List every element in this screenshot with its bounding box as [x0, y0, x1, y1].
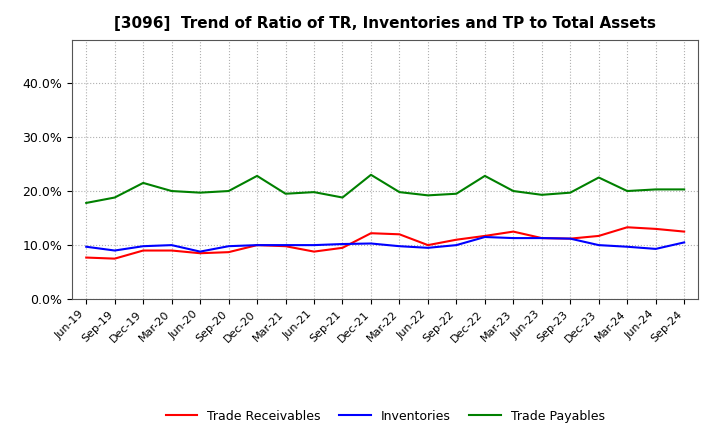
Inventories: [110, 248, 119, 253]
Inventories: [623, 244, 631, 249]
Inventories: [338, 242, 347, 247]
Trade Payables: [225, 188, 233, 194]
Trade Receivables: [253, 242, 261, 248]
Title: [3096]  Trend of Ratio of TR, Inventories and TP to Total Assets: [3096] Trend of Ratio of TR, Inventories…: [114, 16, 656, 32]
Trade Receivables: [509, 229, 518, 234]
Trade Payables: [338, 195, 347, 200]
Inventories: [566, 236, 575, 241]
Inventories: [225, 244, 233, 249]
Line: Trade Receivables: Trade Receivables: [86, 227, 684, 259]
Trade Payables: [167, 188, 176, 194]
Inventories: [253, 242, 261, 248]
Trade Payables: [196, 190, 204, 195]
Trade Payables: [110, 195, 119, 200]
Trade Receivables: [196, 251, 204, 256]
Trade Payables: [282, 191, 290, 196]
Trade Payables: [253, 173, 261, 179]
Line: Trade Payables: Trade Payables: [86, 175, 684, 203]
Trade Receivables: [452, 237, 461, 242]
Inventories: [366, 241, 375, 246]
Trade Receivables: [310, 249, 318, 254]
Trade Payables: [366, 172, 375, 177]
Trade Payables: [652, 187, 660, 192]
Inventories: [652, 246, 660, 252]
Legend: Trade Receivables, Inventories, Trade Payables: Trade Receivables, Inventories, Trade Pa…: [161, 405, 610, 428]
Inventories: [423, 245, 432, 250]
Trade Payables: [566, 190, 575, 195]
Trade Receivables: [82, 255, 91, 260]
Trade Receivables: [537, 235, 546, 241]
Trade Receivables: [395, 231, 404, 237]
Trade Payables: [509, 188, 518, 194]
Inventories: [537, 235, 546, 241]
Trade Payables: [423, 193, 432, 198]
Trade Payables: [82, 200, 91, 205]
Inventories: [480, 235, 489, 240]
Line: Inventories: Inventories: [86, 237, 684, 252]
Inventories: [509, 235, 518, 241]
Trade Receivables: [623, 225, 631, 230]
Trade Receivables: [225, 249, 233, 255]
Trade Payables: [680, 187, 688, 192]
Inventories: [82, 244, 91, 249]
Inventories: [282, 242, 290, 248]
Trade Receivables: [139, 248, 148, 253]
Trade Payables: [623, 188, 631, 194]
Trade Receivables: [566, 236, 575, 241]
Trade Payables: [452, 191, 461, 196]
Trade Receivables: [366, 231, 375, 236]
Trade Receivables: [423, 242, 432, 248]
Trade Payables: [139, 180, 148, 186]
Inventories: [395, 244, 404, 249]
Inventories: [680, 240, 688, 245]
Trade Receivables: [595, 233, 603, 238]
Inventories: [310, 242, 318, 248]
Inventories: [167, 242, 176, 248]
Inventories: [452, 242, 461, 248]
Trade Receivables: [167, 248, 176, 253]
Trade Receivables: [110, 256, 119, 261]
Trade Receivables: [282, 244, 290, 249]
Trade Payables: [480, 173, 489, 179]
Trade Receivables: [652, 226, 660, 231]
Inventories: [196, 249, 204, 254]
Inventories: [595, 242, 603, 248]
Trade Payables: [537, 192, 546, 198]
Trade Receivables: [338, 245, 347, 250]
Trade Payables: [595, 175, 603, 180]
Trade Payables: [395, 190, 404, 195]
Trade Receivables: [680, 229, 688, 234]
Inventories: [139, 244, 148, 249]
Trade Payables: [310, 190, 318, 195]
Trade Receivables: [480, 233, 489, 238]
